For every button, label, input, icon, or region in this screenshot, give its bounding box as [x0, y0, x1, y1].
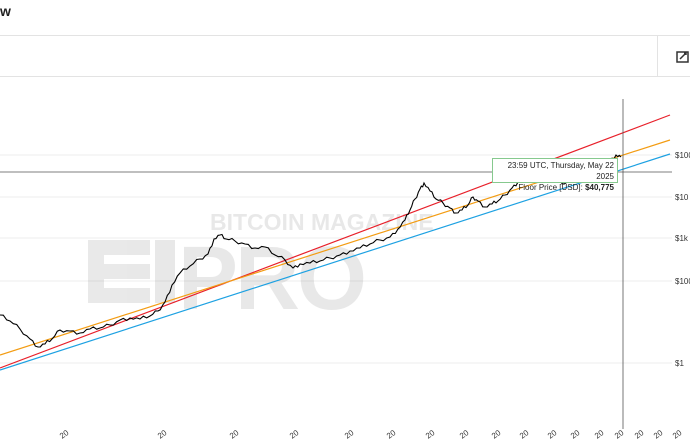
- x-tick-label: 20: [490, 428, 503, 441]
- toolbar-vertical-divider: [657, 36, 658, 76]
- floor-band-line: [0, 153, 671, 371]
- x-tick-label: 20: [343, 428, 356, 441]
- x-tick-label: 20: [633, 428, 646, 441]
- x-tick-label: 20: [424, 428, 437, 441]
- tooltip-label: Floor Price [USD]:: [518, 183, 583, 192]
- tooltip-time: 23:59 UTC, Thursday, May 22 2025: [507, 161, 614, 181]
- y-tick-label: $1k: [675, 234, 689, 243]
- tooltip-value: $40,775: [585, 183, 614, 192]
- x-tick-label: 20: [652, 428, 665, 441]
- x-tick-label: 20: [546, 428, 559, 441]
- page-title: w: [0, 3, 11, 19]
- x-tick-label: 20: [613, 428, 626, 441]
- y-tick-label: $100: [675, 277, 690, 286]
- chart-tooltip: 23:59 UTC, Thursday, May 22 2025 Floor P…: [492, 158, 618, 192]
- watermark: BITCOIN MAGAZINE PRO: [88, 209, 434, 329]
- tooltip-value-line: Floor Price [USD]: $40,775: [493, 182, 614, 193]
- header-divider: [0, 76, 690, 77]
- grid-lines: [0, 154, 672, 364]
- y-axis: $100 $10 $1k $100 $1: [675, 151, 690, 368]
- x-tick-label: 20: [58, 428, 71, 441]
- x-tick-label: 20: [288, 428, 301, 441]
- x-tick-label: 20: [593, 428, 606, 441]
- x-tick-label: 20: [569, 428, 582, 441]
- watermark-line2: PRO: [178, 229, 364, 329]
- x-tick-label: 20: [156, 428, 169, 441]
- x-tick-label: 20: [518, 428, 531, 441]
- y-tick-label: $1: [675, 359, 684, 368]
- y-tick-label: $100: [675, 151, 690, 160]
- x-axis: 20 20 20 20 20 20 20 20 20 20 20 20 20 20 20 20 20: [58, 428, 684, 441]
- x-tick-label: 20: [385, 428, 398, 441]
- toolbar-divider: [0, 35, 690, 36]
- upper-band-line: [0, 114, 671, 369]
- x-tick-label: 20: [228, 428, 241, 441]
- chart-tool-icon[interactable]: [676, 50, 690, 64]
- x-tick-label: 20: [671, 428, 684, 441]
- chart-area[interactable]: BITCOIN MAGAZINE PRO $100 $10 $1k $100 $1 20…: [0, 77, 690, 442]
- x-tick-label: 20: [458, 428, 471, 441]
- watermark-line1: BITCOIN MAGAZINE: [210, 209, 434, 235]
- y-tick-label: $10: [675, 193, 689, 202]
